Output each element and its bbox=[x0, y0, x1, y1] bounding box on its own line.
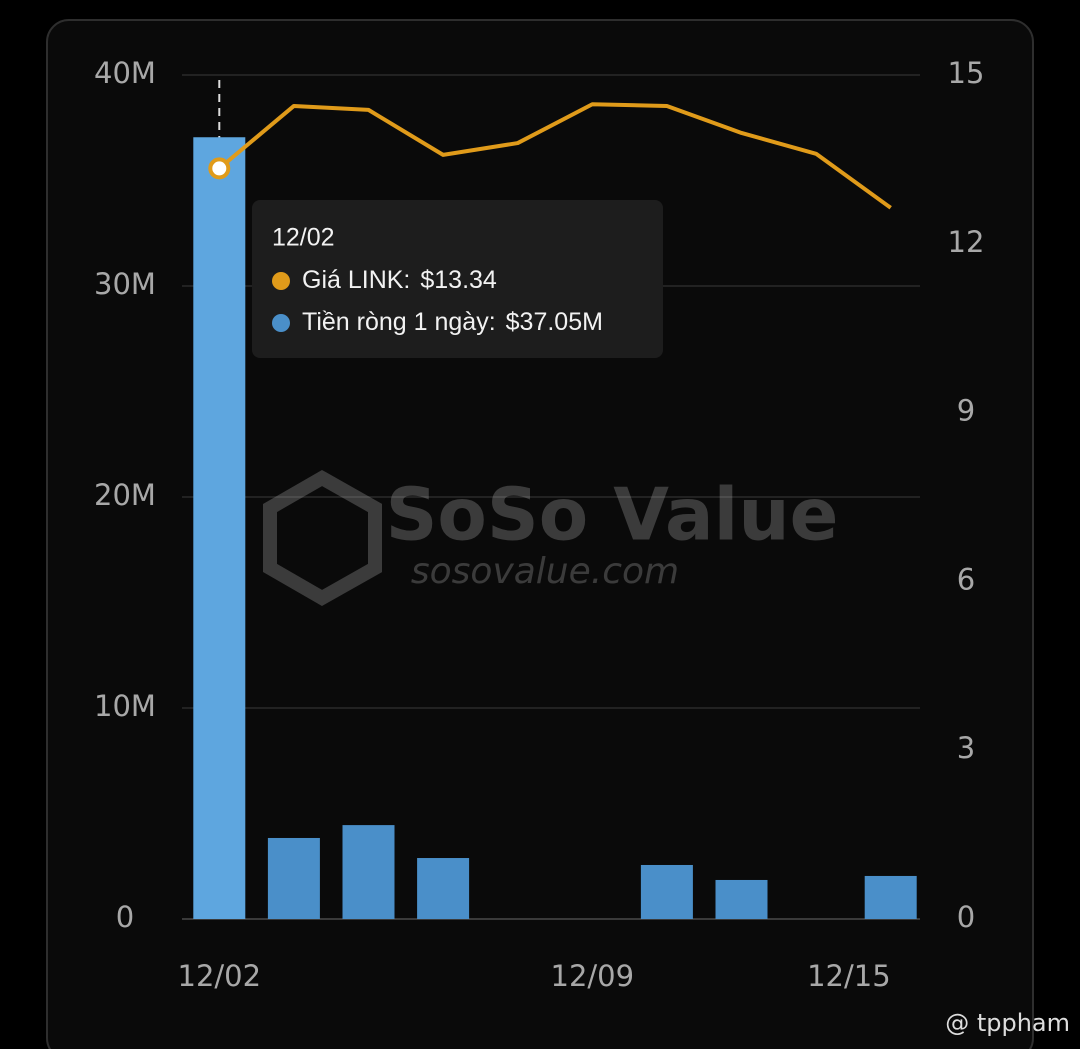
bar bbox=[864, 875, 917, 919]
tooltip-title: 12/02 bbox=[272, 224, 335, 252]
y2-tick-label: 0 bbox=[957, 900, 975, 934]
highlight-point bbox=[208, 157, 231, 180]
y-tick-label: 10M bbox=[94, 689, 156, 723]
tooltip-row: Tiền ròng 1 ngày: $37.05M bbox=[302, 308, 603, 336]
credit: @ tppham bbox=[945, 1009, 1070, 1037]
y-tick-label: 30M bbox=[94, 267, 156, 301]
tooltip-swatch bbox=[272, 314, 290, 332]
tooltip-label: Giá LINK: bbox=[302, 266, 410, 294]
x-tick-label: 12/02 bbox=[178, 959, 262, 993]
y2-tick-label: 9 bbox=[957, 394, 975, 428]
grid: 0 10M 20M 30M 40M 0 3 6 9 12 15 12/02 12/09 12/15 bbox=[94, 56, 984, 993]
marks bbox=[193, 80, 917, 919]
watermark-site: sosovalue.com bbox=[411, 551, 679, 592]
y-tick-label: 40M bbox=[94, 56, 156, 90]
x-tick-label: 12/09 bbox=[551, 959, 635, 993]
y-tick-label: 20M bbox=[94, 478, 156, 512]
tooltip: 12/02 Giá LINK: $13.34 Tiền ròng 1 ngày: $… bbox=[252, 200, 663, 358]
y2-tick-label: 15 bbox=[948, 56, 985, 90]
watermark: SoSo Value sosovalue.com bbox=[263, 469, 839, 607]
line bbox=[218, 102, 892, 210]
watermark-brand: SoSo Value bbox=[386, 473, 839, 557]
tooltip-box bbox=[252, 200, 663, 358]
bar bbox=[715, 879, 768, 919]
x-tick-label: 12/15 bbox=[807, 959, 891, 993]
tooltip-value: $13.34 bbox=[420, 266, 497, 294]
bar bbox=[342, 825, 395, 919]
bar bbox=[193, 137, 246, 919]
tooltip-swatch bbox=[272, 272, 290, 290]
tooltip-value: $37.05M bbox=[506, 308, 603, 336]
watermark-logo bbox=[263, 469, 382, 607]
bar bbox=[417, 858, 470, 919]
bar bbox=[640, 864, 693, 919]
y2-tick-label: 12 bbox=[948, 225, 985, 259]
tooltip-row: Giá LINK: $13.34 bbox=[302, 266, 497, 294]
y-tick-label: 0 bbox=[116, 900, 134, 934]
y2-tick-label: 6 bbox=[957, 562, 975, 596]
tooltip-label: Tiền ròng 1 ngày: bbox=[302, 308, 496, 336]
bar bbox=[267, 837, 320, 919]
y2-tick-label: 3 bbox=[957, 731, 975, 765]
